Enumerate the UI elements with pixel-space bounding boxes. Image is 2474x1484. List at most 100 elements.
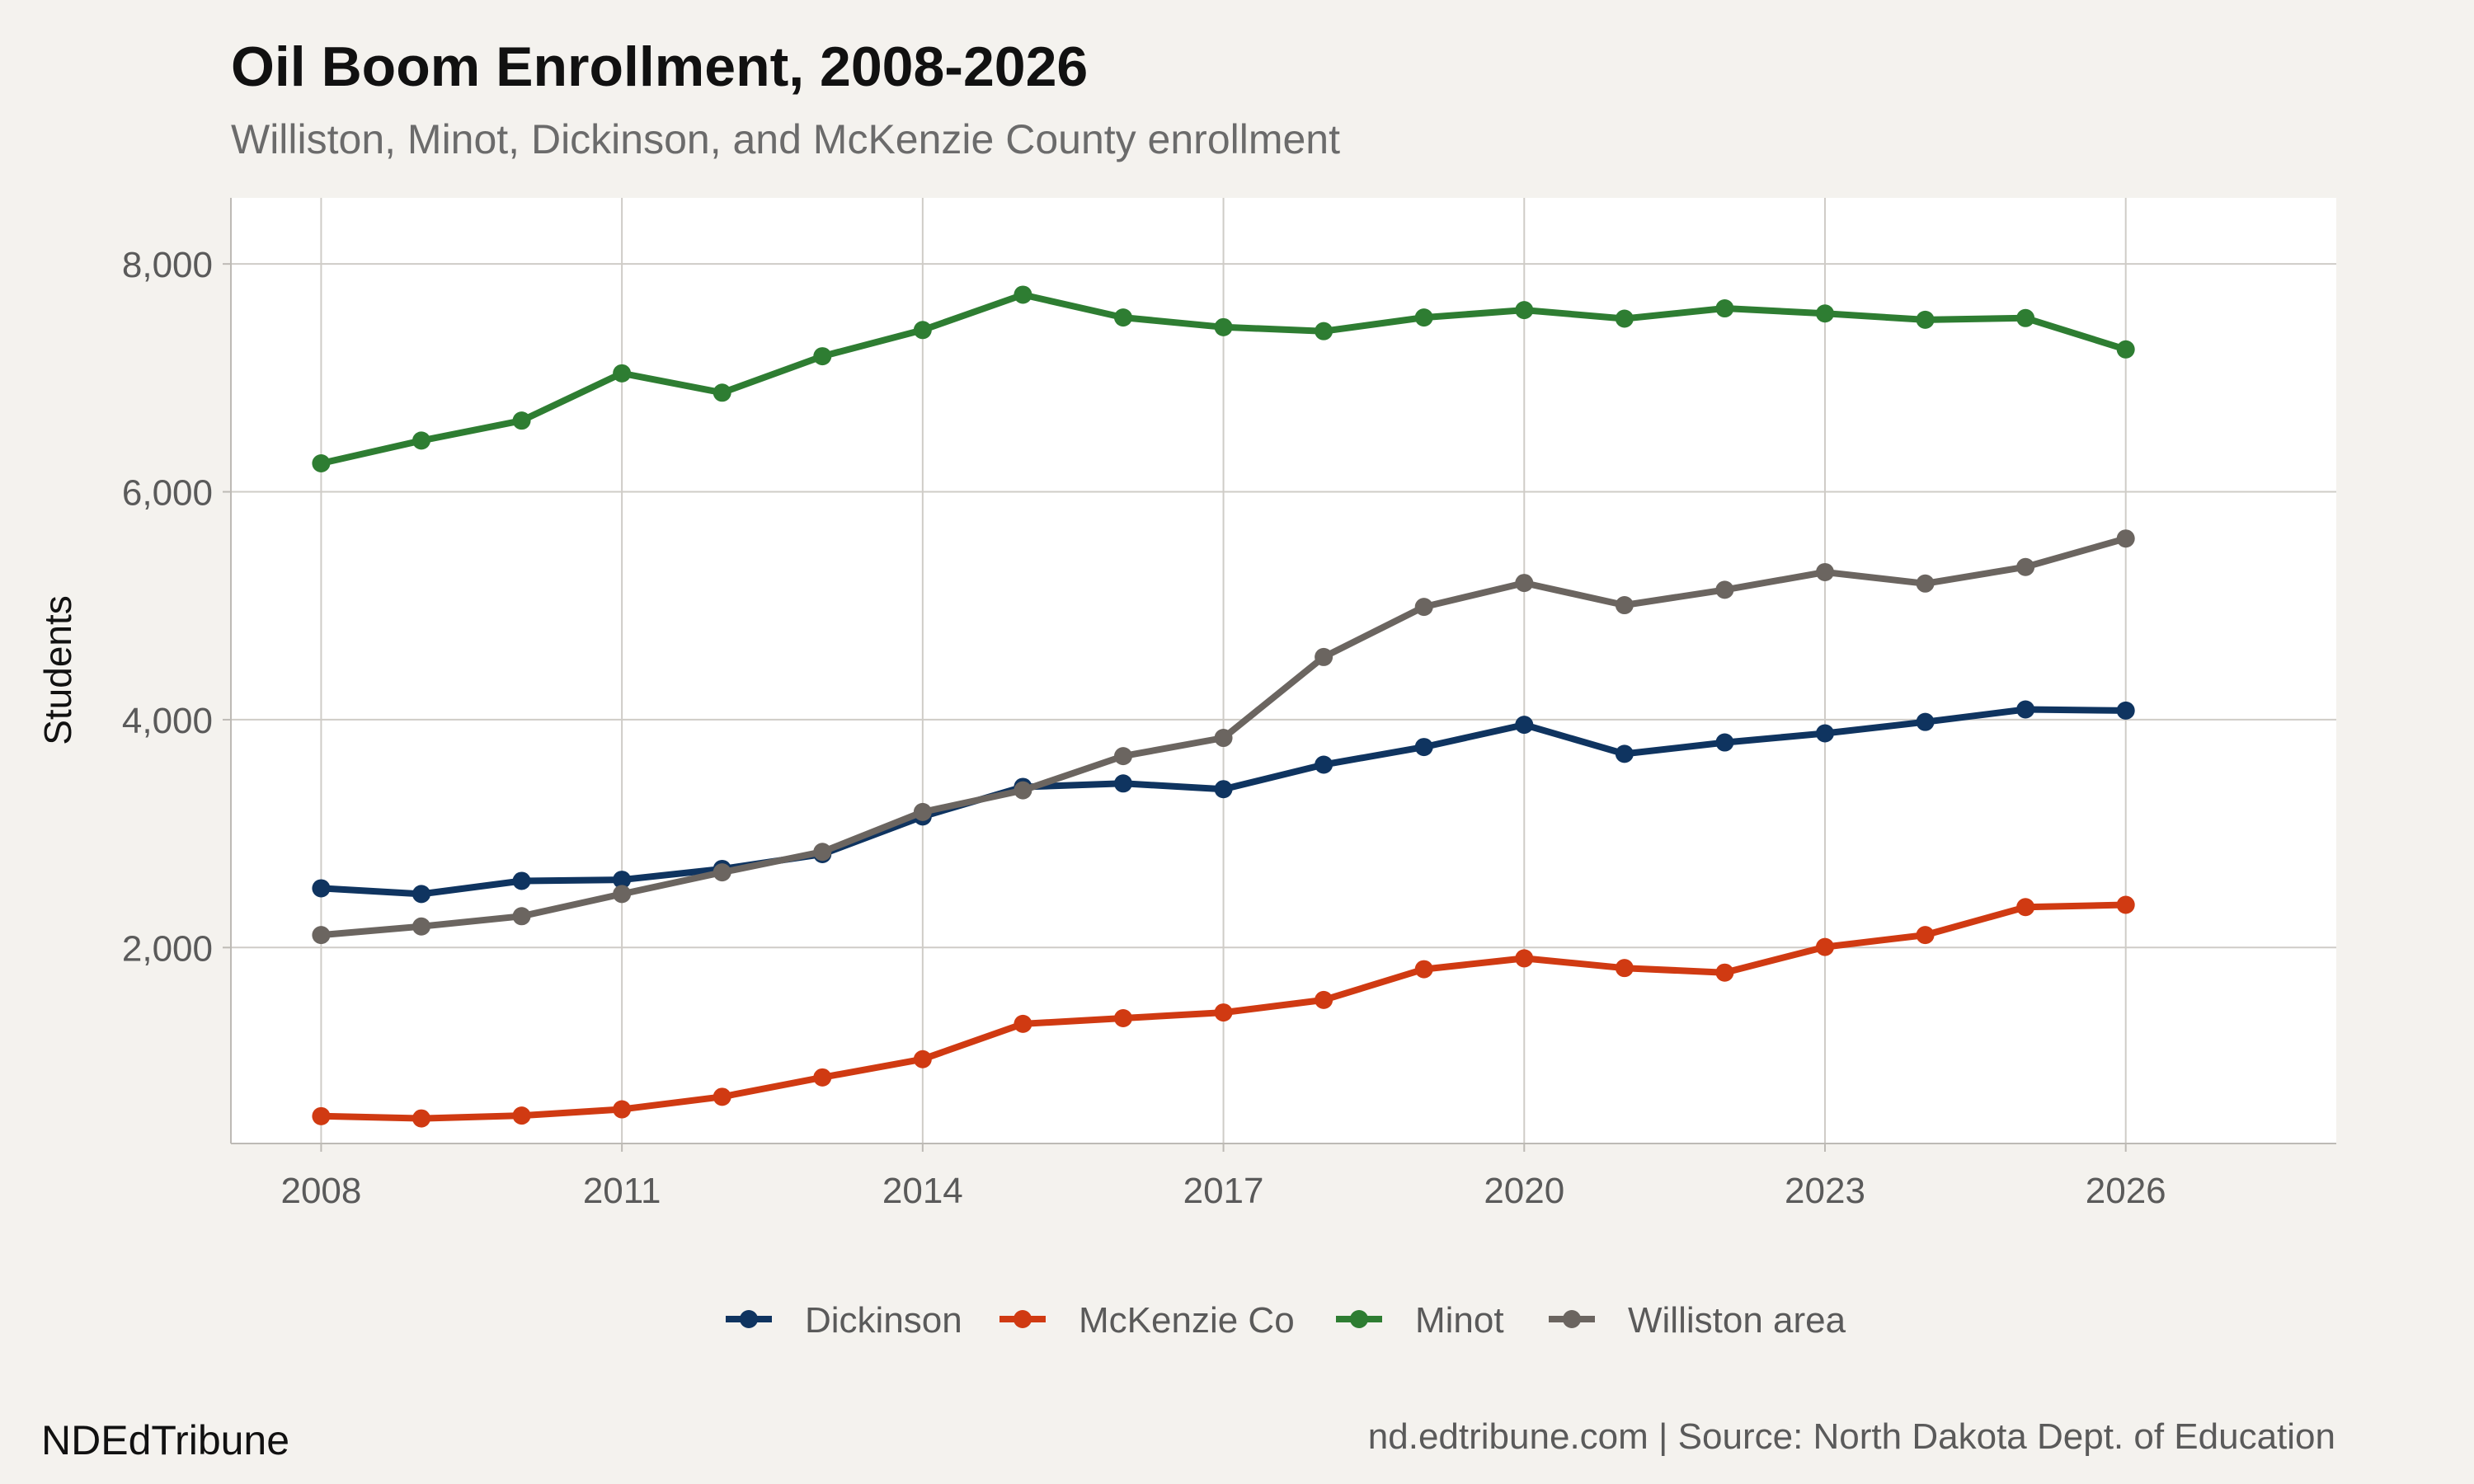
data-point-dickinson: [613, 871, 632, 890]
data-point-dickinson: [512, 871, 531, 890]
data-point-mckenzie-co: [1715, 963, 1734, 982]
data-point-williston-area: [312, 926, 331, 945]
legend-key-point: [740, 1310, 758, 1328]
data-point-minot: [512, 411, 531, 430]
y-tick-label: 4,000: [122, 701, 213, 741]
data-point-mckenzie-co: [813, 1068, 832, 1087]
data-point-mckenzie-co: [1414, 960, 1433, 979]
data-point-minot: [1214, 317, 1233, 336]
data-point-williston-area: [613, 885, 632, 904]
data-point-williston-area: [1916, 574, 1935, 593]
series-minot: [312, 285, 2135, 472]
legend-key-point: [1350, 1310, 1368, 1328]
data-point-minot: [813, 347, 832, 366]
data-point-minot: [1615, 309, 1634, 328]
data-point-mckenzie-co: [1815, 937, 1834, 956]
x-tick-label: 2020: [1484, 1171, 1564, 1211]
data-point-mckenzie-co: [1916, 926, 1935, 945]
data-point-mckenzie-co: [1515, 949, 1534, 968]
data-point-williston-area: [1113, 747, 1132, 766]
data-point-mckenzie-co: [2016, 898, 2035, 917]
legend: Dickinson McKenzie Co Minot Williston area: [726, 1300, 1846, 1341]
data-point-minot: [1815, 304, 1834, 323]
legend-item: McKenzie Co: [999, 1300, 1295, 1341]
data-point-williston-area: [913, 802, 932, 821]
data-point-williston-area: [1414, 598, 1433, 617]
data-point-dickinson: [1315, 755, 1333, 774]
data-point-mckenzie-co: [312, 1106, 331, 1125]
data-point-williston-area: [813, 843, 832, 862]
legend-label: Dickinson: [805, 1300, 962, 1341]
data-point-mckenzie-co: [1315, 990, 1333, 1009]
legend-label: McKenzie Co: [1079, 1300, 1295, 1341]
x-tick-label: 2011: [583, 1171, 661, 1211]
data-point-williston-area: [2116, 529, 2135, 548]
data-point-dickinson: [1815, 724, 1834, 743]
data-point-mckenzie-co: [713, 1087, 731, 1106]
data-point-dickinson: [1916, 712, 1935, 731]
data-point-minot: [2016, 308, 2035, 327]
data-point-minot: [713, 383, 731, 402]
legend-item: Williston area: [1549, 1300, 1846, 1341]
data-point-dickinson: [412, 885, 430, 904]
series-mckenzie-co: [312, 895, 2135, 1128]
data-point-minot: [1715, 299, 1734, 318]
data-point-minot: [613, 364, 632, 383]
series-lines: [312, 285, 2135, 1128]
y-tick-label: 8,000: [122, 245, 213, 285]
data-point-dickinson: [1715, 733, 1734, 752]
data-point-williston-area: [1815, 562, 1834, 581]
data-point-dickinson: [1615, 744, 1634, 763]
footer-source: nd.edtribune.com | Source: North Dakota …: [1367, 1416, 2335, 1457]
data-point-minot: [1515, 301, 1534, 320]
y-tick-label: 2,000: [122, 928, 213, 969]
data-point-dickinson: [1515, 716, 1534, 735]
data-point-williston-area: [1214, 729, 1233, 748]
data-point-minot: [1916, 310, 1935, 329]
footer-brand: NDEdTribune: [41, 1417, 290, 1463]
chart-title: Oil Boom Enrollment, 2008-2026: [231, 35, 1089, 98]
data-point-minot: [2116, 340, 2135, 359]
series-dickinson: [312, 700, 2135, 904]
legend-key-point: [1563, 1310, 1581, 1328]
chart-subtitle: Williston, Minot, Dickinson, and McKenzi…: [231, 116, 1340, 162]
x-tick-label: 2017: [1183, 1171, 1264, 1211]
data-point-williston-area: [1315, 647, 1333, 666]
data-point-mckenzie-co: [2116, 895, 2135, 914]
data-point-williston-area: [713, 863, 731, 882]
data-point-mckenzie-co: [913, 1050, 932, 1068]
data-point-mckenzie-co: [613, 1100, 632, 1119]
data-point-mckenzie-co: [1615, 959, 1634, 978]
legend-key-point: [1014, 1310, 1032, 1328]
data-point-williston-area: [412, 917, 430, 936]
data-point-dickinson: [312, 879, 331, 898]
data-point-minot: [1014, 285, 1032, 304]
data-point-mckenzie-co: [1214, 1003, 1233, 1022]
y-tick-label: 6,000: [122, 473, 213, 514]
x-tick-label: 2008: [280, 1171, 361, 1211]
data-point-dickinson: [1113, 774, 1132, 793]
data-point-dickinson: [2116, 701, 2135, 720]
x-tick-label: 2014: [882, 1171, 963, 1211]
data-point-dickinson: [2016, 700, 2035, 719]
data-point-williston-area: [1515, 574, 1534, 593]
data-point-williston-area: [2016, 557, 2035, 576]
data-point-minot: [1113, 308, 1132, 327]
data-point-mckenzie-co: [1113, 1008, 1132, 1027]
legend-label: Minot: [1415, 1300, 1504, 1341]
legend-item: Minot: [1336, 1300, 1504, 1341]
data-point-williston-area: [512, 907, 531, 926]
data-point-williston-area: [1715, 580, 1734, 599]
data-point-minot: [312, 453, 331, 472]
data-point-minot: [412, 431, 430, 450]
data-point-minot: [1414, 308, 1433, 327]
legend-label: Williston area: [1628, 1300, 1846, 1341]
x-tick-label: 2026: [2086, 1171, 2166, 1211]
data-point-mckenzie-co: [412, 1109, 430, 1128]
y-axis-label: Students: [36, 595, 79, 745]
axis-ticks: 2,000 4,000 6,000 8,000 2008 2011 2014 2017 2020…: [122, 245, 2166, 1211]
legend-item: Dickinson: [726, 1300, 962, 1341]
grid-lines: [231, 198, 2336, 1144]
data-point-dickinson: [1414, 738, 1433, 757]
